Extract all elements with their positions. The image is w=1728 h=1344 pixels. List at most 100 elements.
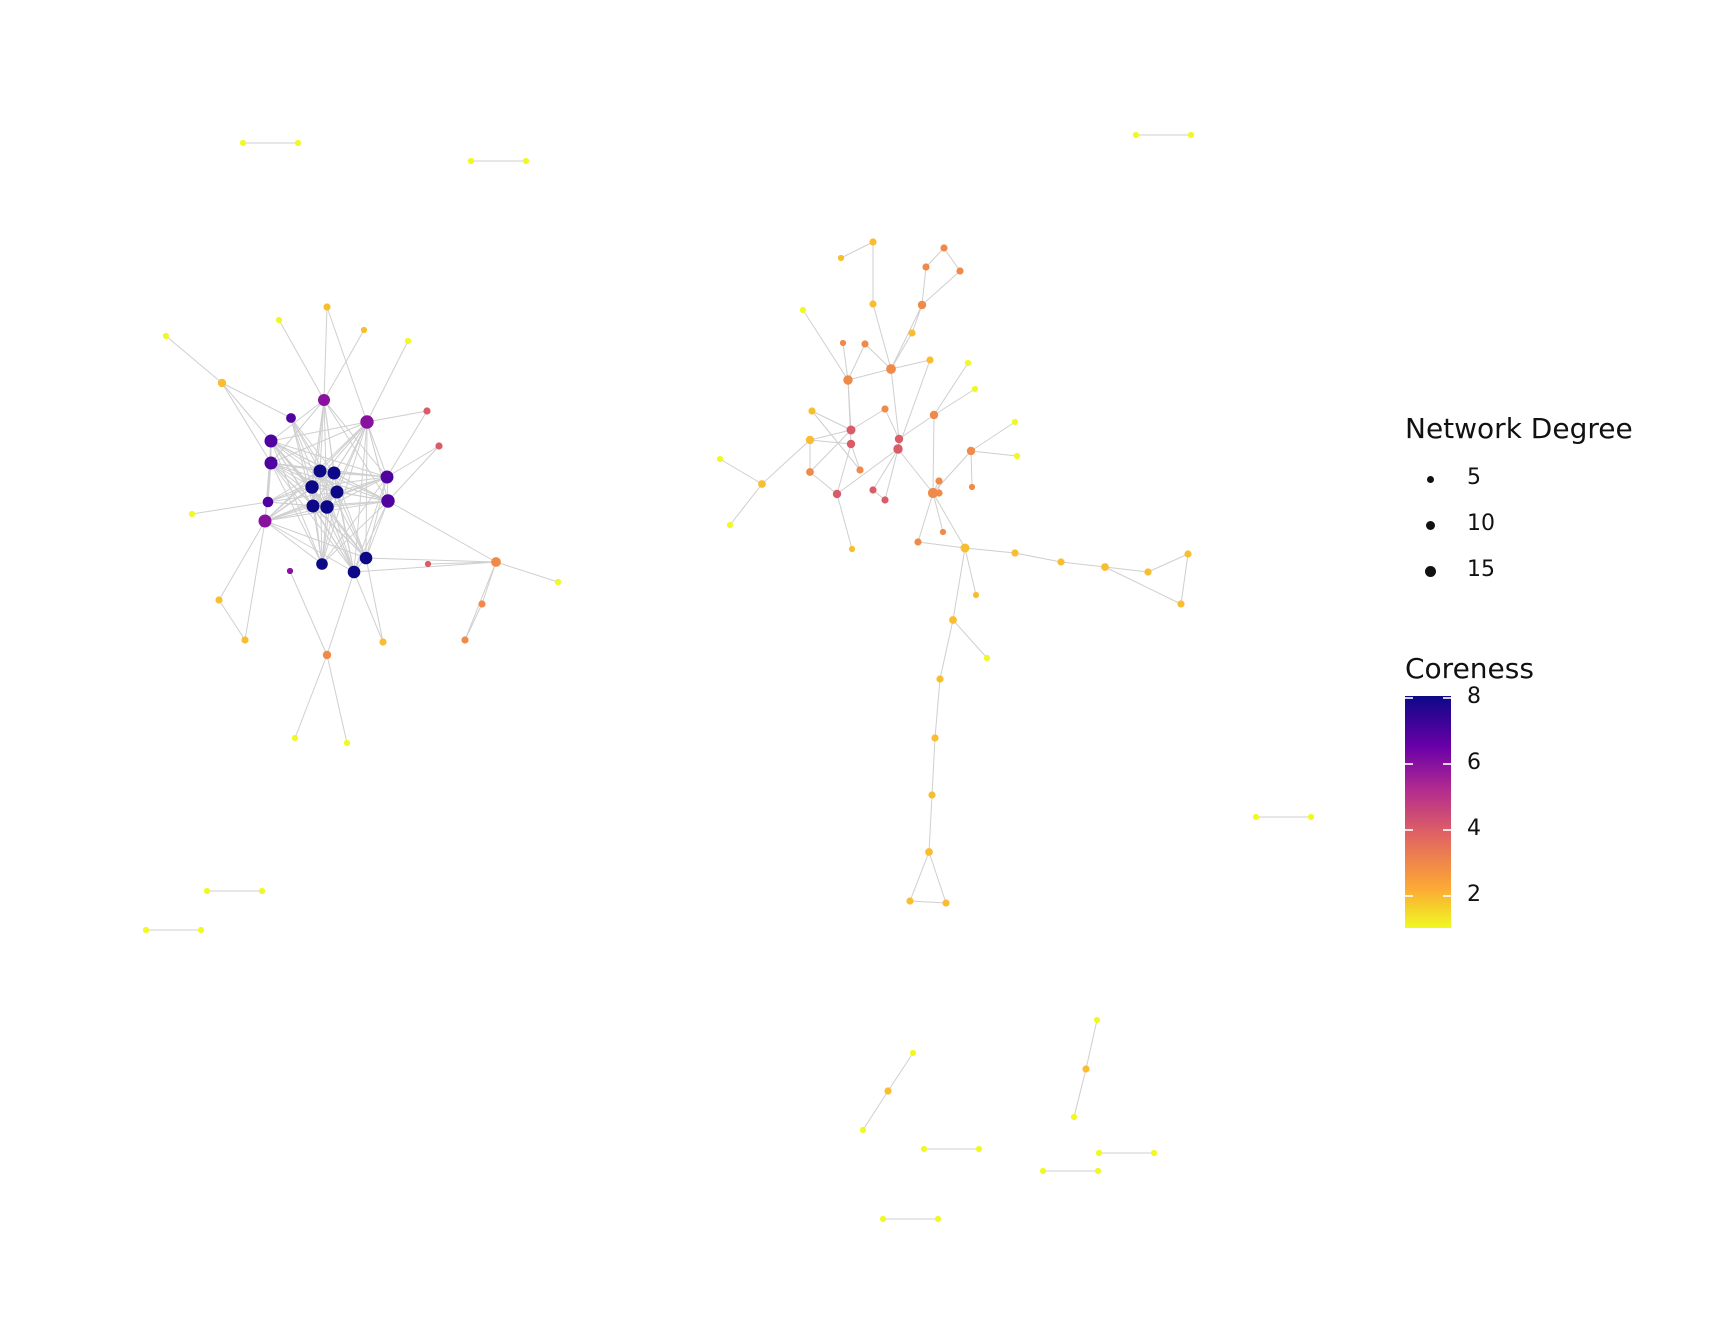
- degree-legend-item: 5: [1405, 457, 1633, 503]
- colorbar-tick: [1443, 895, 1451, 897]
- network-node: [262, 496, 274, 508]
- network-node: [942, 899, 950, 907]
- network-node: [726, 521, 734, 529]
- network-edge: [191, 501, 269, 515]
- network-edge: [964, 547, 1016, 554]
- network-node: [1101, 563, 1109, 571]
- network-edge: [729, 483, 763, 526]
- network-edge: [890, 368, 900, 440]
- network-edge: [1073, 1068, 1087, 1118]
- network-edge: [386, 410, 428, 478]
- network-edge: [278, 319, 325, 401]
- network-edge: [386, 445, 440, 478]
- network-node: [983, 654, 991, 662]
- network-node: [968, 483, 976, 491]
- network-node: [928, 791, 936, 799]
- degree-legend-title: Network Degree: [1405, 412, 1633, 445]
- network-edge: [294, 654, 328, 739]
- network-node: [839, 339, 847, 347]
- degree-legend-item: 10: [1405, 503, 1633, 549]
- network-edge: [890, 332, 913, 370]
- network-node: [1095, 1149, 1103, 1157]
- network-edge: [719, 458, 763, 485]
- network-edge: [270, 462, 355, 573]
- network-edge: [862, 1090, 889, 1131]
- network-node: [286, 413, 296, 423]
- network-node: [856, 466, 864, 474]
- network-node: [1132, 131, 1140, 139]
- network-node: [861, 340, 869, 348]
- network-node: [330, 485, 344, 499]
- network-node: [197, 926, 205, 934]
- network-node: [843, 375, 853, 385]
- network-edge: [321, 491, 338, 565]
- network-edge: [1147, 553, 1189, 573]
- network-node: [380, 470, 394, 484]
- network-node: [917, 300, 927, 310]
- network-edge: [270, 440, 367, 559]
- network-edge: [970, 450, 1018, 457]
- network-edge: [761, 439, 811, 485]
- network-node: [461, 636, 469, 644]
- network-edge: [917, 541, 966, 549]
- network-edge: [1104, 566, 1182, 605]
- network-node: [359, 551, 373, 565]
- network-edge: [270, 440, 323, 565]
- network-node: [188, 510, 196, 518]
- network-node: [758, 480, 766, 488]
- network-edge: [289, 570, 328, 656]
- network-edge: [928, 794, 933, 853]
- network-node: [1011, 418, 1019, 426]
- network-edge: [897, 359, 931, 450]
- degree-size-dot: [1425, 566, 1436, 577]
- network-node: [908, 329, 916, 337]
- network-edge: [311, 476, 388, 488]
- network-edge: [809, 429, 852, 473]
- network-node: [275, 316, 283, 324]
- network-node: [956, 267, 964, 275]
- network-node: [914, 538, 922, 546]
- network-node: [869, 238, 877, 246]
- network-edge: [898, 414, 935, 440]
- network-graph: [142, 131, 1315, 1223]
- coreness-colorbar: [1405, 696, 1451, 928]
- network-edge: [366, 421, 389, 502]
- network-node: [1093, 1016, 1101, 1024]
- network-edge: [366, 421, 388, 478]
- colorbar-tick: [1443, 763, 1451, 765]
- network-edge: [264, 520, 367, 559]
- network-node: [1187, 131, 1195, 139]
- network-node: [1150, 1149, 1158, 1157]
- network-node: [808, 407, 816, 415]
- network-node: [926, 356, 934, 364]
- network-edge: [264, 520, 323, 565]
- network-edge: [218, 520, 266, 601]
- network-edge: [836, 443, 852, 495]
- network-node: [554, 578, 562, 586]
- network-node: [931, 734, 939, 742]
- network-node: [934, 1215, 942, 1223]
- network-node: [318, 394, 330, 406]
- network-edge: [319, 399, 325, 472]
- network-edge: [323, 306, 328, 401]
- network-edge: [836, 448, 899, 495]
- network-edge: [319, 470, 323, 565]
- network-node: [832, 489, 842, 499]
- colorbar-tick: [1405, 763, 1413, 765]
- network-edge: [872, 303, 892, 370]
- network-node: [1177, 600, 1185, 608]
- network-edge: [836, 493, 853, 550]
- degree-size-dot: [1427, 476, 1434, 483]
- network-node: [305, 480, 319, 494]
- network-node: [491, 557, 501, 567]
- network-node: [1252, 813, 1260, 821]
- network-edge: [884, 408, 900, 440]
- network-node: [360, 415, 374, 429]
- network-node: [936, 675, 944, 683]
- edge-layer: [146, 134, 1311, 1220]
- network-edge: [365, 476, 388, 559]
- network-node: [879, 1215, 887, 1223]
- network-edge: [312, 505, 323, 565]
- network-node: [881, 496, 889, 504]
- network-node: [215, 596, 223, 604]
